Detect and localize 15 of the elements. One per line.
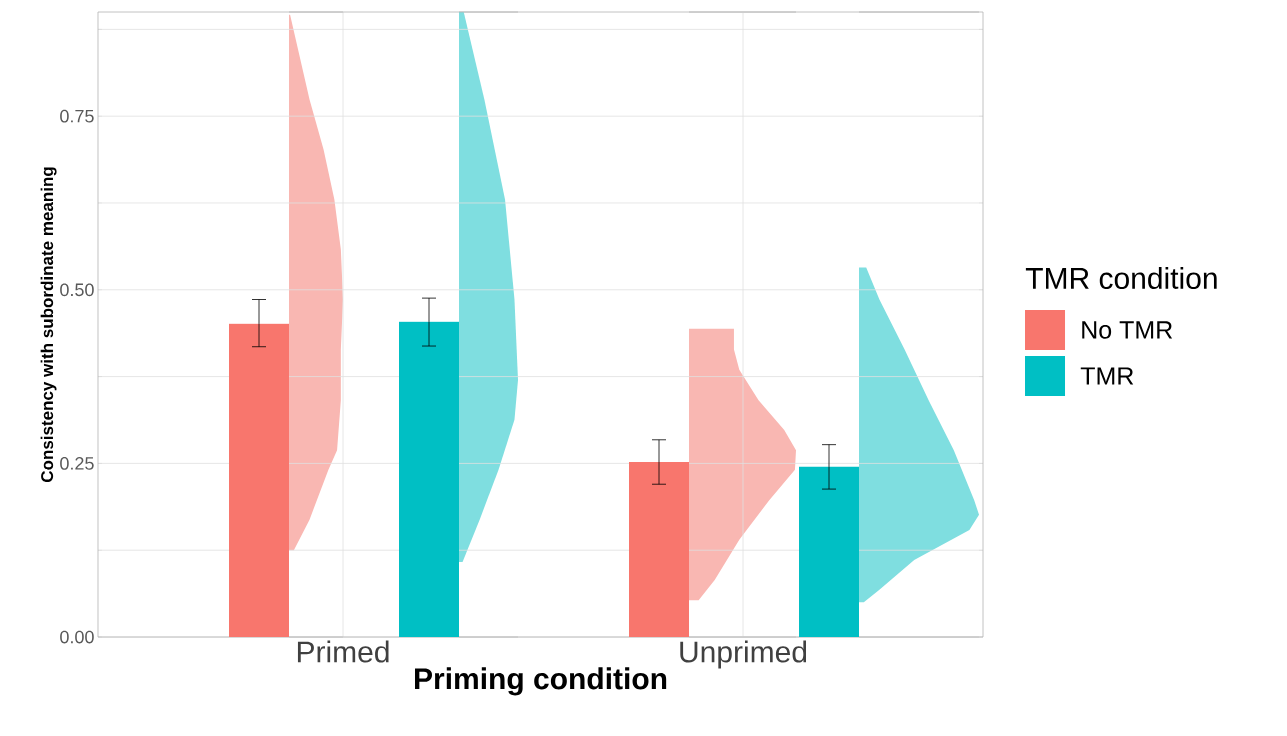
y-axis-title: Consistency with subordinate meaning xyxy=(40,167,57,483)
y-tick-label: 0.75 xyxy=(60,109,94,123)
bar xyxy=(229,323,289,638)
legend-label: No TMR xyxy=(1082,321,1173,339)
y-tick-label: 0.00 xyxy=(60,630,94,644)
bar xyxy=(799,466,860,638)
y-tick-label: 0.25 xyxy=(60,457,94,470)
x-tick-label: Primed xyxy=(297,640,389,663)
x-tick-label: Unprimed xyxy=(680,640,807,669)
y-tick-label: 0.50 xyxy=(60,283,94,297)
bar xyxy=(629,462,690,638)
legend-title: TMR condition xyxy=(1025,266,1217,290)
bar xyxy=(399,321,459,638)
legend-label: TMR xyxy=(1080,367,1134,385)
x-axis-title: Priming condition xyxy=(415,667,667,696)
